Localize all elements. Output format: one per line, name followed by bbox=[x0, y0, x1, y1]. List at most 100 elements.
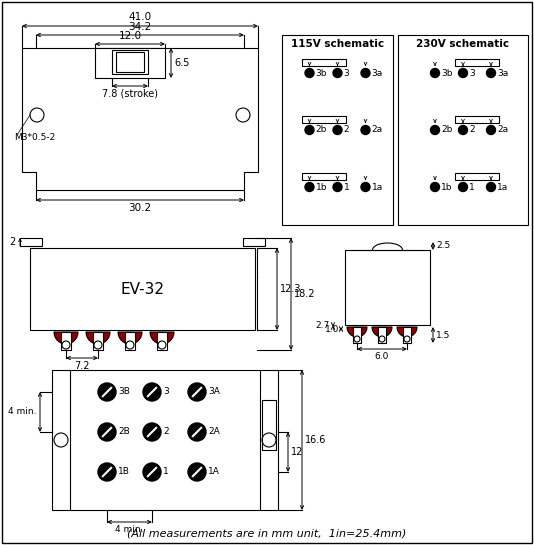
Text: M3*0.5-2: M3*0.5-2 bbox=[14, 132, 55, 142]
Bar bbox=[353, 327, 361, 343]
Circle shape bbox=[486, 125, 496, 135]
Circle shape bbox=[143, 463, 161, 481]
Circle shape bbox=[305, 69, 314, 77]
Bar bbox=[157, 332, 167, 350]
Text: 1A: 1A bbox=[208, 468, 220, 476]
Text: 2a: 2a bbox=[372, 125, 383, 135]
Text: 12: 12 bbox=[291, 447, 303, 457]
Bar bbox=[302, 173, 345, 180]
Text: 2.7: 2.7 bbox=[316, 322, 330, 330]
Circle shape bbox=[143, 423, 161, 441]
Text: 34.2: 34.2 bbox=[128, 22, 152, 32]
Circle shape bbox=[486, 69, 496, 77]
Text: 1: 1 bbox=[469, 183, 475, 191]
Circle shape bbox=[430, 69, 439, 77]
Circle shape bbox=[361, 69, 370, 77]
Bar bbox=[243, 238, 265, 246]
Wedge shape bbox=[347, 327, 367, 337]
Bar bbox=[20, 238, 42, 246]
Circle shape bbox=[188, 383, 206, 401]
Text: 2.5: 2.5 bbox=[436, 241, 450, 251]
Circle shape bbox=[361, 125, 370, 135]
Text: 1b: 1b bbox=[441, 183, 452, 191]
Bar bbox=[455, 173, 499, 180]
Circle shape bbox=[361, 183, 370, 191]
Circle shape bbox=[333, 183, 342, 191]
Text: 4 min.: 4 min. bbox=[115, 525, 144, 534]
Text: 3: 3 bbox=[163, 387, 169, 397]
Wedge shape bbox=[54, 332, 78, 344]
Bar bbox=[455, 59, 499, 66]
Bar bbox=[93, 332, 103, 350]
Circle shape bbox=[98, 463, 116, 481]
Text: 3b: 3b bbox=[441, 69, 452, 77]
Circle shape bbox=[98, 423, 116, 441]
Circle shape bbox=[305, 183, 314, 191]
Text: 3b: 3b bbox=[316, 69, 327, 77]
Text: 2b: 2b bbox=[316, 125, 327, 135]
Text: 7.8 (stroke): 7.8 (stroke) bbox=[102, 89, 158, 99]
Wedge shape bbox=[150, 332, 174, 344]
Text: 1a: 1a bbox=[497, 183, 508, 191]
Bar bbox=[403, 327, 411, 343]
Bar bbox=[95, 48, 165, 78]
Text: 2: 2 bbox=[10, 237, 16, 247]
Circle shape bbox=[305, 125, 314, 135]
Bar bbox=[302, 116, 345, 123]
Bar bbox=[302, 59, 345, 66]
Text: 3A: 3A bbox=[208, 387, 220, 397]
Text: 12.3: 12.3 bbox=[280, 284, 302, 294]
Circle shape bbox=[459, 69, 467, 77]
Text: 18.2: 18.2 bbox=[294, 289, 316, 299]
Text: 1B: 1B bbox=[118, 468, 130, 476]
Circle shape bbox=[430, 125, 439, 135]
Bar bbox=[282, 35, 393, 225]
Bar bbox=[345, 250, 430, 325]
Text: 3B: 3B bbox=[118, 387, 130, 397]
Circle shape bbox=[430, 183, 439, 191]
Text: 2: 2 bbox=[163, 427, 169, 437]
Text: 3: 3 bbox=[343, 69, 349, 77]
Text: 1b: 1b bbox=[316, 183, 327, 191]
Circle shape bbox=[459, 183, 467, 191]
Bar bbox=[262, 400, 276, 450]
Text: 12.0: 12.0 bbox=[119, 31, 142, 41]
Bar bbox=[61, 332, 71, 350]
Text: 1.0: 1.0 bbox=[325, 324, 339, 334]
Wedge shape bbox=[372, 327, 392, 337]
Bar bbox=[112, 50, 148, 74]
Circle shape bbox=[459, 125, 467, 135]
Text: 7.2: 7.2 bbox=[74, 361, 90, 371]
Bar bbox=[455, 116, 499, 123]
Text: 6.0: 6.0 bbox=[375, 352, 389, 361]
Bar bbox=[398, 35, 528, 225]
Bar bbox=[52, 370, 278, 510]
Bar bbox=[116, 52, 144, 72]
Text: 6.5: 6.5 bbox=[174, 58, 190, 68]
Text: 4 min.: 4 min. bbox=[9, 408, 37, 416]
Text: 41.0: 41.0 bbox=[129, 12, 152, 22]
Bar bbox=[378, 327, 386, 343]
Text: 3a: 3a bbox=[372, 69, 383, 77]
Circle shape bbox=[333, 125, 342, 135]
Text: 2: 2 bbox=[343, 125, 349, 135]
Wedge shape bbox=[86, 332, 110, 344]
Text: 1: 1 bbox=[163, 468, 169, 476]
Text: 2B: 2B bbox=[118, 427, 130, 437]
Text: 1.5: 1.5 bbox=[436, 330, 450, 340]
Circle shape bbox=[486, 183, 496, 191]
Bar bbox=[125, 332, 135, 350]
Text: 1a: 1a bbox=[372, 183, 383, 191]
Text: 2a: 2a bbox=[497, 125, 508, 135]
Text: 3a: 3a bbox=[497, 69, 508, 77]
Text: EV-32: EV-32 bbox=[121, 282, 164, 296]
Circle shape bbox=[143, 383, 161, 401]
Circle shape bbox=[98, 383, 116, 401]
Text: 115V schematic: 115V schematic bbox=[291, 39, 384, 49]
Text: (All measurements are in mm unit,  1in=25.4mm): (All measurements are in mm unit, 1in=25… bbox=[127, 528, 407, 538]
Text: 3: 3 bbox=[469, 69, 475, 77]
Text: 2b: 2b bbox=[441, 125, 452, 135]
Bar bbox=[30, 248, 255, 330]
Circle shape bbox=[188, 463, 206, 481]
Circle shape bbox=[188, 423, 206, 441]
